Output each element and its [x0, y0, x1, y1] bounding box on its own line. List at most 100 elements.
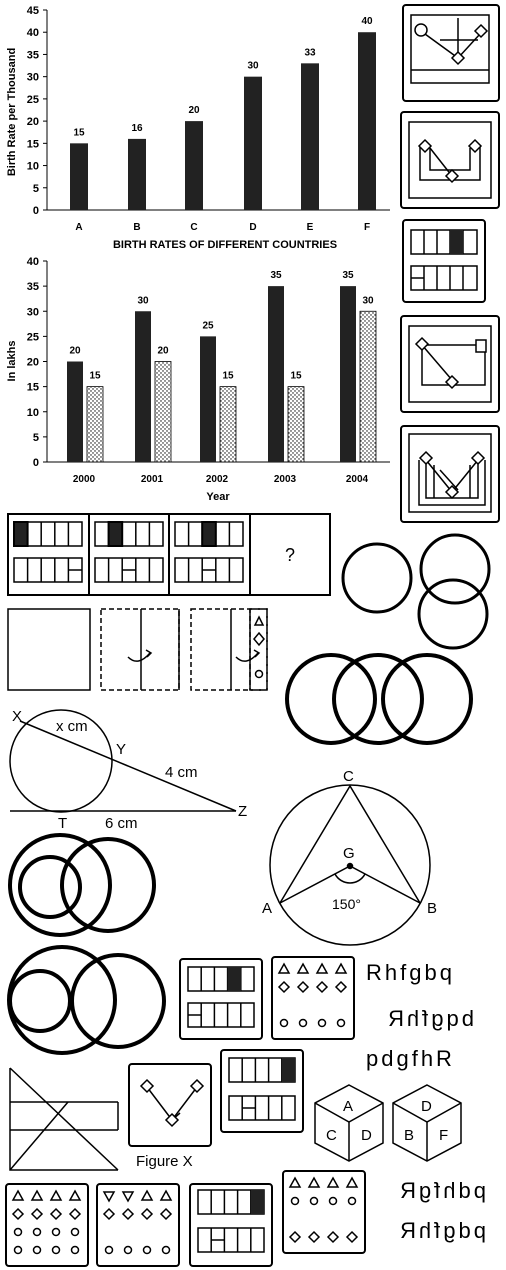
chart2-ytick-label: 25 — [27, 331, 39, 343]
chart1-data-label: 20 — [188, 105, 200, 116]
circle-shape — [319, 1020, 326, 1027]
chart1-ytick-label: 45 — [27, 5, 39, 17]
filled-cell — [282, 1058, 295, 1082]
figure-right-5 — [401, 426, 499, 522]
cube2-right: F — [439, 1127, 448, 1144]
label-g: G — [343, 845, 355, 862]
label-z: Z — [238, 803, 247, 820]
chart2-data-label: 35 — [270, 270, 282, 281]
chart2-ytick-label: 5 — [33, 432, 39, 444]
chart1-ytick-label: 35 — [27, 49, 39, 61]
triangle-shape — [123, 1192, 133, 1201]
chart2-data-label: 20 — [69, 346, 81, 357]
label-angle: 150° — [332, 896, 361, 912]
chart1-ytick-label: 0 — [33, 205, 39, 217]
diamond-shape — [317, 982, 327, 992]
cube1-left: C — [326, 1127, 337, 1144]
chart1-bar — [244, 77, 262, 210]
triangle-shape — [279, 964, 289, 973]
chart1-data-label: 15 — [73, 127, 85, 138]
filled-cell — [228, 967, 241, 991]
circles-nested-2 — [9, 947, 164, 1053]
chart2-data-label: 30 — [137, 295, 149, 306]
diamond-shape — [328, 1232, 338, 1242]
chart1-category-label: A — [75, 222, 82, 233]
chart1-data-label: 40 — [361, 16, 373, 27]
triangle-shape — [32, 1191, 42, 1200]
diamond-shape — [13, 1209, 23, 1219]
chart1-category-label: E — [307, 222, 314, 233]
cube1-right: D — [361, 1127, 372, 1144]
triangle-shape — [347, 1178, 357, 1187]
chart1-data-label: 16 — [131, 123, 143, 134]
figure-right-4 — [401, 316, 499, 412]
chart2-bar-series2 — [288, 387, 304, 462]
triangle-shape — [328, 1178, 338, 1187]
word-mirror-2: pdgfhR — [366, 1046, 455, 1071]
chart2-ytick-label: 15 — [27, 382, 39, 394]
cube2-left: B — [404, 1127, 414, 1144]
triangle-shape — [290, 1178, 300, 1187]
circle-shape — [330, 1198, 337, 1205]
chart1-ytick-label: 20 — [27, 116, 39, 128]
triangle-shape — [142, 1191, 152, 1200]
chart1-data-label: 30 — [247, 61, 259, 72]
label-4cm: 4 cm — [165, 764, 198, 781]
chart1-xlabel: BIRTH RATES OF DIFFERENT COUNTRIES — [113, 239, 337, 251]
diamond-shape — [51, 1209, 61, 1219]
circle-triangle-figure — [270, 785, 430, 945]
chart2-ytick-label: 35 — [27, 281, 39, 293]
diamond-shape — [298, 982, 308, 992]
cube1-top: A — [343, 1098, 353, 1115]
chart1-bar — [185, 121, 203, 210]
chart2-data-label: 30 — [362, 295, 374, 306]
filled-cell — [251, 1190, 264, 1214]
chart1-bar — [358, 32, 376, 210]
chart1-category-label: C — [190, 222, 197, 233]
circle-shape — [34, 1229, 41, 1236]
label-y: Y — [116, 741, 126, 758]
triangle-shape — [336, 964, 346, 973]
circle-shape — [300, 1020, 307, 1027]
chart2-data-label: 15 — [290, 371, 302, 382]
lakhs-chart: In lakhs 0 5 10 15 20 25 30 35 40 20 15 2000 30 20 20… — [6, 256, 390, 503]
label-t: T — [58, 815, 67, 832]
word-original: Rhfgbq — [366, 960, 455, 985]
chart2-bar-series1 — [67, 362, 83, 463]
circle-shape — [292, 1198, 299, 1205]
figure-x — [129, 1064, 211, 1146]
circle-shape — [338, 1020, 345, 1027]
chart1-ytick-label: 25 — [27, 94, 39, 106]
chart1-bar — [70, 143, 88, 210]
chart1-ytick-label: 10 — [27, 161, 39, 173]
chart2-category-label: 2002 — [206, 474, 229, 485]
triangle-shape — [309, 1178, 319, 1187]
tangent-secant-figure — [10, 710, 236, 812]
chart2-ytick-label: 0 — [33, 457, 39, 469]
chart2-bar-series2 — [220, 387, 236, 462]
series-row — [8, 514, 330, 595]
chart2-data-label: 25 — [202, 320, 214, 331]
chart2-bar-series1 — [268, 286, 284, 462]
chart1-ytick-label: 15 — [27, 138, 39, 150]
diamond-shape — [161, 1209, 171, 1219]
question-mark: ? — [285, 545, 295, 565]
paper-folding — [8, 609, 267, 690]
figure-right-2 — [401, 112, 499, 208]
circle-shape — [53, 1247, 60, 1254]
diamond-shape — [290, 1232, 300, 1242]
chart2-data-label: 15 — [222, 371, 234, 382]
chart1-data-label: 33 — [304, 47, 316, 58]
chart2-ytick-label: 40 — [27, 256, 39, 268]
chart1-bar — [128, 139, 146, 210]
chart2-ytick-label: 10 — [27, 407, 39, 419]
chart2-category-label: 2004 — [346, 474, 369, 485]
diamond-shape — [70, 1209, 80, 1219]
chart1-ytick-label: 40 — [27, 27, 39, 39]
triangle-shape — [104, 1192, 114, 1201]
chart2-bar-series2 — [360, 311, 376, 462]
diamond-shape — [347, 1232, 357, 1242]
word-mirror-1: bqgfhR — [385, 1006, 474, 1031]
circle-shape — [53, 1229, 60, 1236]
